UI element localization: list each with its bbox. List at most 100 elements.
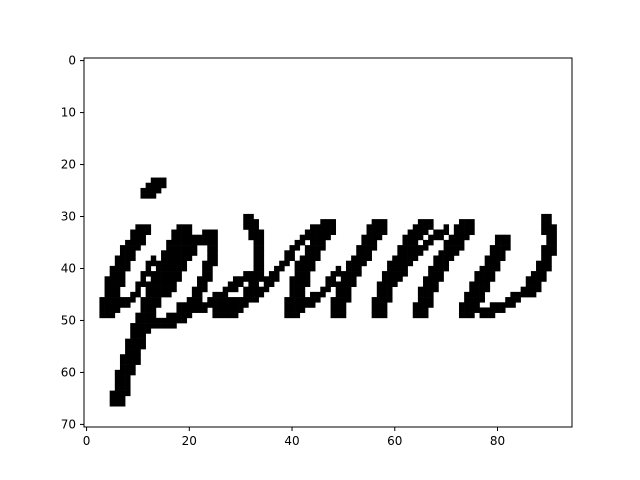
ink-pixel (376, 286, 383, 293)
ink-pixel (238, 276, 244, 282)
ink-pixel (345, 281, 352, 287)
axes-frame (83, 57, 573, 428)
ink-pixel (310, 234, 316, 241)
x-tick-label: 60 (387, 434, 402, 448)
ink-pixel (155, 291, 162, 298)
ink-pixel (186, 307, 193, 313)
x-tick-label: 40 (284, 434, 299, 448)
ink-pixel (104, 281, 110, 287)
ink-pixel (536, 286, 542, 293)
ink-pixel (150, 276, 157, 282)
ink-pixel (448, 239, 455, 246)
ink-pixel (135, 291, 141, 298)
ink-pixel (253, 265, 259, 272)
ink-pixel (489, 260, 496, 267)
ink-pixel (381, 271, 388, 277)
ink-pixel (464, 234, 470, 241)
ink-pixel (114, 380, 121, 386)
ink-pixel (494, 302, 501, 308)
ink-pixel (135, 328, 141, 334)
ink-pixel (310, 255, 316, 261)
ink-pixel (171, 271, 177, 277)
ink-pixel (469, 229, 475, 236)
ink-pixel (243, 286, 249, 293)
ink-pixel (443, 255, 450, 261)
ink-pixel (202, 239, 208, 246)
ink-pixel (171, 229, 177, 236)
ink-pixel (407, 255, 414, 261)
ink-pixel (351, 271, 357, 277)
ink-pixel (546, 250, 552, 256)
ink-pixel (253, 229, 259, 236)
ink-pixel (428, 234, 434, 241)
ink-pixel (500, 255, 506, 261)
ink-pixel (530, 281, 537, 287)
ink-pixel (330, 276, 337, 282)
ink-pixel (161, 286, 167, 293)
ink-pixel (119, 281, 126, 287)
ink-pixel (161, 281, 167, 287)
ink-pixel (125, 343, 131, 350)
ink-pixel (150, 323, 157, 329)
ink-pixel (289, 307, 295, 313)
ink-pixel (402, 250, 408, 256)
ink-pixel (258, 265, 265, 272)
ink-pixel (145, 187, 152, 194)
ink-pixel (546, 213, 552, 220)
ink-pixel (340, 297, 347, 303)
ink-pixel (340, 286, 347, 293)
ink-pixel (469, 297, 475, 303)
ink-pixel (417, 229, 424, 236)
ink-pixel (109, 271, 116, 277)
ink-pixel (238, 297, 244, 303)
ink-pixel (479, 281, 485, 287)
ink-pixel (294, 286, 301, 293)
ink-pixel (166, 276, 172, 282)
ink-pixel (433, 265, 439, 272)
ink-pixel (268, 271, 275, 277)
ink-pixel (469, 286, 475, 293)
ink-pixel (171, 276, 177, 282)
ink-pixel (438, 271, 444, 277)
ink-pixel (125, 265, 131, 272)
ink-pixel (140, 234, 146, 241)
ink-pixel (448, 234, 455, 241)
ink-pixel (546, 229, 552, 236)
ink-pixel (515, 291, 521, 298)
ink-pixel (361, 250, 367, 256)
ink-pixel (474, 286, 480, 293)
ink-pixel (397, 260, 403, 267)
ink-pixel (222, 286, 229, 293)
ink-pixel (345, 286, 352, 293)
ink-pixel (176, 276, 182, 282)
ink-pixel (325, 281, 331, 287)
ink-pixel (135, 239, 141, 246)
ink-pixel (381, 312, 388, 319)
ink-pixel (412, 250, 419, 256)
ink-pixel (243, 291, 249, 298)
ink-pixel (130, 354, 136, 360)
ink-pixel (166, 281, 172, 287)
ink-pixel (202, 260, 208, 267)
ink-pixel (335, 281, 342, 287)
ink-pixel (310, 302, 316, 308)
ink-pixel (186, 239, 193, 246)
ink-pixel (489, 276, 496, 282)
ink-pixel (484, 260, 491, 267)
ink-pixel (356, 260, 362, 267)
ink-pixel (474, 302, 480, 308)
ink-pixel (541, 265, 547, 272)
ink-pixel (114, 291, 121, 298)
ink-pixel (423, 276, 429, 282)
ink-pixel (119, 395, 126, 402)
ink-pixel (181, 265, 188, 272)
ink-pixel (119, 375, 126, 381)
ink-pixel (99, 302, 105, 308)
ink-pixel (197, 302, 203, 308)
ink-pixel (484, 307, 491, 313)
ink-pixel (150, 291, 157, 298)
ink-pixel (166, 245, 172, 251)
ink-pixel (181, 224, 188, 230)
ink-pixel (294, 281, 301, 287)
ink-pixel (207, 245, 213, 251)
